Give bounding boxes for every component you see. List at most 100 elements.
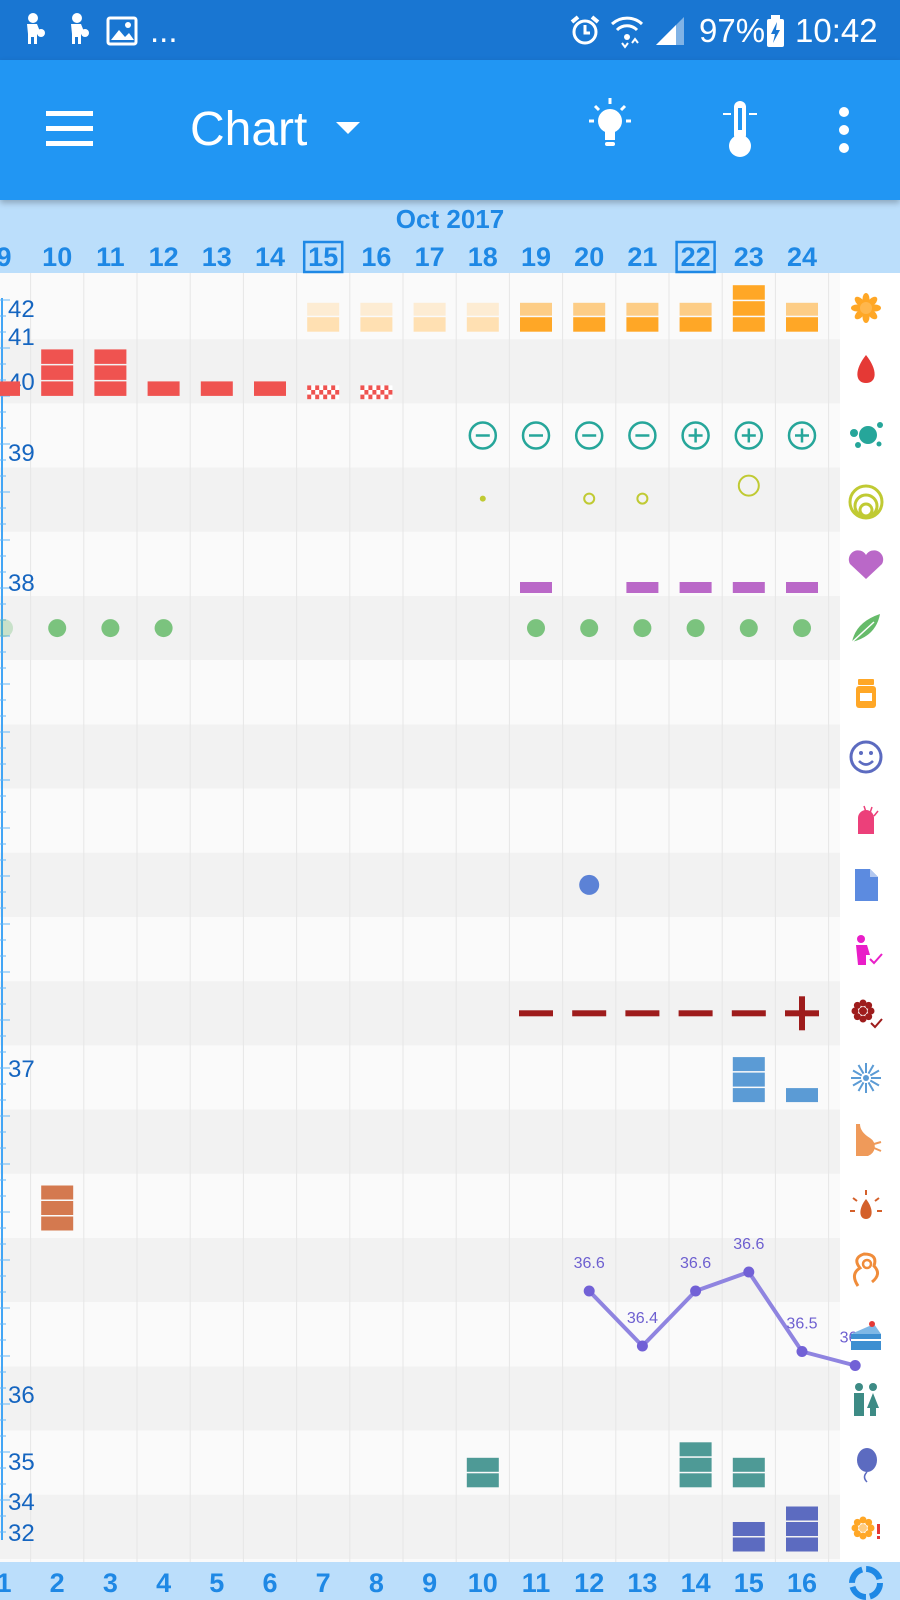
axis-tick-label: 42 — [8, 296, 35, 323]
date-header — [0, 200, 900, 273]
row-band — [0, 467, 840, 532]
lightbulb-icon[interactable] — [580, 95, 640, 160]
period-spotting-bar — [372, 390, 377, 395]
cycle-day-label: 6 — [262, 1568, 277, 1598]
today-box — [675, 240, 716, 274]
health-dot — [633, 619, 652, 638]
pregnancy-test-mark — [731, 1010, 766, 1017]
period-spotting-bar — [331, 394, 336, 400]
symptom-bar — [41, 1201, 74, 1215]
row-band — [0, 1494, 840, 1559]
lh-test-mark — [468, 421, 498, 450]
sex-bar — [626, 582, 659, 593]
row-band — [0, 1238, 840, 1303]
cervical-fluid-bar — [679, 317, 712, 332]
sparkle-icon — [851, 1063, 881, 1093]
axis-tick-label: 37 — [8, 1056, 35, 1083]
cake-icon — [851, 1321, 881, 1350]
row-band — [0, 724, 840, 789]
note-document-icon — [855, 869, 878, 901]
cervical-fluid-bar — [307, 317, 340, 332]
dropdown-arrow-icon[interactable] — [334, 118, 364, 138]
temperature-point — [636, 1340, 648, 1352]
cervical-fluid-bar — [520, 317, 552, 332]
cervical-fluid-bar — [573, 317, 606, 332]
health-dot — [580, 619, 599, 638]
period-spotting-bar — [323, 394, 328, 400]
battery-charging-icon — [767, 15, 784, 47]
axis-tick-label: 34 — [8, 1489, 35, 1516]
pregnancy-test-mark — [799, 996, 805, 1031]
period-spotting-bar — [360, 385, 365, 390]
day-label: 21 — [627, 242, 657, 272]
flower-alert-icon — [851, 1516, 880, 1540]
symptom-bar — [679, 1473, 712, 1488]
menu-icon[interactable] — [40, 105, 100, 155]
pill-bottle-icon — [856, 679, 876, 708]
cervical-fluid-bar — [307, 302, 340, 316]
lh-test-mark — [734, 421, 764, 450]
cervical-fluid-bar — [732, 285, 765, 300]
note-dot — [579, 874, 600, 895]
period-spotting-bar — [319, 390, 324, 395]
page-title[interactable]: Chart — [190, 103, 308, 156]
temperature-point — [743, 1266, 755, 1278]
wifi-icon — [610, 16, 644, 49]
row-band — [0, 660, 840, 725]
more-vert-icon[interactable] — [832, 103, 856, 157]
cycle-day-footer — [0, 1562, 900, 1600]
row-band — [0, 1173, 840, 1238]
splash-icon — [850, 422, 883, 448]
sex-bar — [732, 582, 765, 593]
row-band — [0, 1109, 840, 1174]
cycle-day-label: 8 — [369, 1568, 384, 1598]
row-band — [0, 981, 840, 1046]
temperature-point — [796, 1346, 808, 1357]
day-label: 9 — [0, 242, 12, 272]
notification-overflow: ... — [150, 12, 178, 49]
digestion-icon — [853, 1252, 879, 1287]
status-bar-icons — [27, 13, 784, 49]
axis-tick-label: 38 — [8, 570, 35, 597]
period-flow-bar — [0, 381, 20, 396]
pregnancy-notification-icon — [27, 13, 45, 44]
period-flow-bar — [94, 349, 127, 364]
cervix-mark — [737, 474, 760, 497]
symptom-bar — [732, 1072, 765, 1087]
axis-tick-label: 41 — [8, 324, 35, 351]
row-band — [0, 1430, 840, 1495]
cycle-day-row: 1 2 3 4 5 6 7 8 9 10 11 12 13 14 15 16 — [0, 1568, 817, 1598]
row-band — [0, 788, 840, 853]
period-spotting-bar — [364, 390, 369, 395]
health-dot — [793, 619, 811, 638]
cervix-mark — [583, 492, 596, 505]
temperature-line — [587, 1270, 856, 1368]
chart-background — [0, 273, 900, 1600]
thermometer-icon[interactable] — [715, 98, 765, 160]
period-spotting-bar — [368, 385, 373, 390]
row-band — [0, 1045, 840, 1110]
period-spotting-bar — [335, 390, 340, 395]
cell-signal-icon — [656, 17, 684, 45]
toolbar: Chart — [0, 60, 900, 200]
row-band — [0, 852, 840, 917]
period-spotting-bar — [384, 385, 389, 390]
cervical-fluid-bar — [786, 317, 818, 332]
sex-bar — [786, 582, 818, 593]
day-label: 18 — [468, 242, 498, 272]
icon-column — [840, 273, 900, 1562]
pregnancy-test-mark — [572, 1010, 607, 1017]
row-icons — [848, 293, 884, 1600]
cervical-fluid-bar — [360, 317, 393, 332]
temperature-label: 36.5 — [786, 1316, 817, 1333]
day-label: 10 — [42, 242, 72, 272]
health-dot — [48, 619, 67, 638]
temperature-point — [690, 1285, 702, 1297]
period-spotting-bar — [315, 394, 320, 400]
cervical-fluid-bar — [466, 302, 499, 316]
cervical-fluid-bar — [413, 317, 446, 332]
status-bar: ... 97% 10:42 — [0, 0, 900, 60]
axis-tick-label: 32 — [8, 1520, 35, 1547]
symptom-bar — [732, 1473, 765, 1488]
